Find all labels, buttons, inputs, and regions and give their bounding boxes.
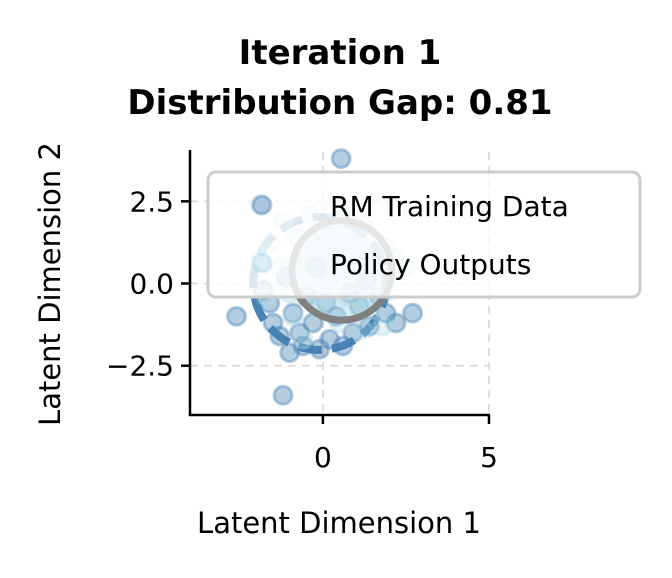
- legend-marker-policy-outputs: [251, 252, 273, 274]
- x-axis-label: Latent Dimension 1: [197, 506, 481, 540]
- legend-marker-rm-training-data: [251, 194, 273, 216]
- rm-training-data-point: [279, 342, 301, 364]
- y-tick-label: 2.5: [129, 185, 174, 218]
- legend: RM Training Data Policy Outputs: [206, 170, 642, 299]
- x-tick-label: 5: [480, 441, 498, 474]
- rm-training-data-point: [282, 302, 304, 324]
- rm-training-data-point: [272, 384, 294, 406]
- rm-training-data-point: [319, 328, 341, 350]
- rm-training-data-point: [226, 305, 248, 327]
- chart-title-line1: Iteration 1: [239, 33, 442, 73]
- rm-training-data-point: [385, 312, 407, 334]
- legend-label-policy-outputs: Policy Outputs: [330, 248, 531, 281]
- chart-title-line2: Distribution Gap: 0.81: [127, 83, 552, 123]
- policy-output-point: [352, 319, 374, 341]
- rm-training-data-point: [330, 148, 352, 170]
- y-tick-label: 0.0: [129, 268, 174, 301]
- rm-training-data-point: [289, 322, 311, 344]
- policy-output-point: [372, 315, 394, 337]
- y-tick-label: −2.5: [106, 350, 174, 383]
- legend-box: [206, 170, 642, 299]
- y-axis-label: Latent Dimension 2: [33, 142, 67, 426]
- policy-output-point: [292, 328, 314, 350]
- rm-training-data-point: [402, 302, 424, 324]
- x-tick-label: 0: [314, 441, 332, 474]
- policy-output-point: [282, 305, 304, 327]
- ticks: 0 5 2.5 0.0 −2.5: [106, 185, 498, 474]
- legend-label-rm-training-data: RM Training Data: [330, 190, 569, 223]
